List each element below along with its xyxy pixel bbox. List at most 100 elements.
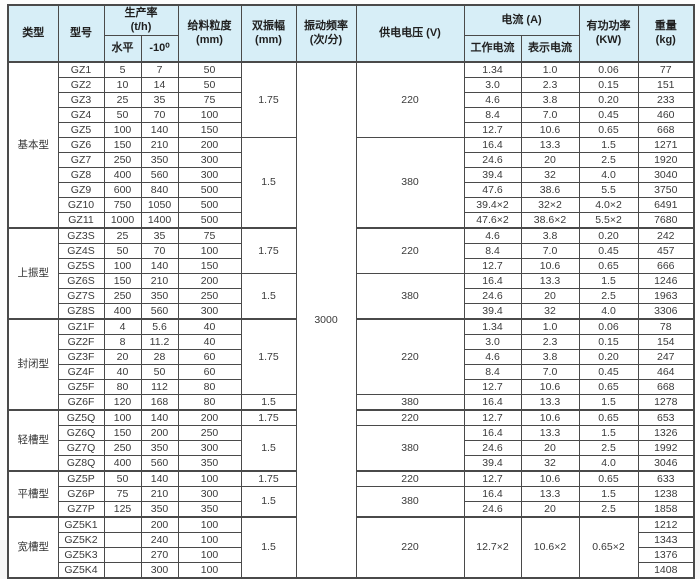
rate-horizontal-cell: 150 — [103, 136, 142, 153]
power-cell: 5.5 — [578, 181, 639, 198]
rate-incline-cell: 840 — [140, 181, 179, 198]
rate-incline-cell: 35 — [140, 91, 179, 108]
weight-cell: 1212 — [637, 515, 695, 533]
model-cell: GZ6P — [57, 485, 105, 502]
rate-horizontal-cell — [103, 561, 142, 579]
type-cell: 平槽型 — [7, 469, 59, 518]
model-cell: GZ5K3 — [57, 546, 105, 563]
amplitude-cell: 1.75 — [240, 408, 297, 426]
type-cell: 基本型 — [7, 60, 59, 229]
weight-cell: 460 — [637, 106, 695, 123]
table-row: 封闭型 GZ1F 4 5.6 40 1.75 220 1.34 1.0 0.06 78 — [7, 317, 695, 411]
feed-size-cell: 350 — [177, 500, 242, 518]
weight-cell: 1858 — [637, 500, 695, 518]
weight-cell: 464 — [637, 363, 695, 380]
indicated-current-cell: 13.3 — [520, 393, 580, 411]
model-cell: GZ2F — [57, 333, 105, 350]
power-cell: 4.0×2 — [578, 196, 639, 213]
model-cell: GZ6S — [57, 272, 105, 289]
indicated-current-cell: 10.6 — [520, 408, 580, 426]
working-current-cell: 24.6 — [463, 439, 522, 456]
feed-size-cell: 250 — [177, 424, 242, 441]
power-cell: 0.65 — [578, 469, 639, 487]
table-row: GZ6Q 150 200 250 1.5 380 16.4 13.3 1.5 1326 — [8, 424, 695, 472]
indicated-current-cell: 32 — [520, 302, 580, 320]
rate-horizontal-cell: 400 — [103, 302, 142, 320]
feed-size-cell: 350 — [177, 454, 242, 472]
working-current-cell: 39.4 — [463, 166, 522, 183]
power-cell: 1.5 — [578, 272, 639, 289]
weight-cell: 6491 — [637, 196, 695, 213]
voltage-cell: 380 — [355, 272, 465, 320]
feed-size-cell: 300 — [177, 166, 242, 183]
model-cell: GZ7S — [57, 287, 105, 304]
indicated-current-cell: 32×2 — [520, 196, 580, 213]
header-production-rate: 生产率 (t/h) — [103, 4, 179, 36]
rate-horizontal-cell: 400 — [103, 166, 142, 183]
rate-horizontal-cell: 100 — [103, 408, 142, 426]
weight-cell: 668 — [637, 378, 695, 395]
feed-size-cell: 150 — [177, 257, 242, 274]
table-row: GZ7S 250 350 250 24.6 20 2.5 1963 — [8, 287, 695, 304]
rate-horizontal-cell: 250 — [103, 287, 142, 304]
rate-horizontal-cell: 8 — [103, 333, 142, 350]
voltage-cell: 220 — [355, 60, 465, 138]
working-current-cell: 16.4 — [463, 136, 522, 153]
feed-size-cell: 75 — [177, 91, 242, 108]
header-type: 类型 — [7, 4, 59, 63]
rate-horizontal-cell: 80 — [103, 378, 142, 395]
weight-cell: 1963 — [637, 287, 695, 304]
table-row: GZ4F 40 50 60 8.4 7.0 0.45 464 — [8, 363, 695, 380]
amplitude-cell: 1.75 — [240, 60, 297, 138]
power-cell: 1.5 — [578, 393, 639, 411]
rate-incline-cell: 300 — [140, 561, 179, 579]
indicated-current-cell: 13.3 — [520, 136, 580, 153]
weight-cell: 668 — [637, 121, 695, 138]
weight-cell: 3046 — [637, 454, 695, 472]
power-cell: 0.65 — [578, 408, 639, 426]
rate-incline-cell: 200 — [140, 424, 179, 441]
working-current-cell: 1.34 — [463, 317, 522, 335]
indicated-current-cell: 2.3 — [520, 333, 580, 350]
indicated-current-cell: 32 — [520, 166, 580, 183]
rate-incline-cell: 140 — [140, 408, 179, 426]
weight-cell: 1376 — [637, 546, 695, 563]
rate-incline-cell: 270 — [140, 546, 179, 563]
model-cell: GZ5K1 — [57, 515, 105, 533]
indicated-current-cell: 20 — [520, 287, 580, 304]
rate-horizontal-cell: 75 — [103, 485, 142, 502]
rate-incline-cell: 560 — [140, 454, 179, 472]
feed-size-cell: 200 — [177, 272, 242, 289]
voltage-cell: 380 — [355, 136, 465, 229]
feed-size-cell: 100 — [177, 561, 242, 579]
rate-horizontal-cell: 250 — [103, 151, 142, 168]
indicated-current-cell: 3.8 — [520, 226, 580, 244]
header-active-power: 有功功率 (KW) — [578, 4, 639, 63]
weight-cell: 1278 — [637, 393, 695, 411]
rate-horizontal-cell: 1000 — [103, 211, 142, 229]
weight-cell: 1326 — [637, 424, 695, 441]
rate-horizontal-cell: 5 — [103, 60, 142, 78]
rate-incline-cell: 14 — [140, 76, 179, 93]
table-row: GZ8 400 560 300 39.4 32 4.0 3040 — [8, 166, 695, 183]
table-row: GZ6P 75 210 300 1.5 380 16.4 13.3 1.5 1238 — [8, 485, 695, 518]
working-current-cell: 8.4 — [463, 363, 522, 380]
model-cell: GZ3F — [57, 348, 105, 365]
voltage-cell: 220 — [355, 408, 465, 426]
rate-horizontal-cell: 25 — [103, 226, 142, 244]
working-current-cell: 24.6 — [463, 287, 522, 304]
feed-size-cell: 50 — [177, 76, 242, 93]
indicated-current-cell: 7.0 — [520, 363, 580, 380]
table-row: GZ7Q 250 350 300 24.6 20 2.5 1992 — [8, 439, 695, 456]
voltage-cell: 220 — [355, 515, 465, 579]
power-cell: 0.20 — [578, 226, 639, 244]
table-row: 轻槽型 GZ5Q 100 140 200 1.75 220 12.7 10.6 0.65 653 — [7, 408, 695, 472]
power-cell: 0.45 — [578, 242, 639, 259]
amplitude-cell: 1.5 — [240, 136, 297, 229]
rate-incline-cell: 210 — [140, 136, 179, 153]
rate-incline-cell: 210 — [140, 485, 179, 502]
rate-horizontal-cell: 10 — [103, 76, 142, 93]
model-cell: GZ3 — [57, 91, 105, 108]
working-current-cell: 4.6 — [463, 91, 522, 108]
feed-size-cell: 300 — [177, 439, 242, 456]
